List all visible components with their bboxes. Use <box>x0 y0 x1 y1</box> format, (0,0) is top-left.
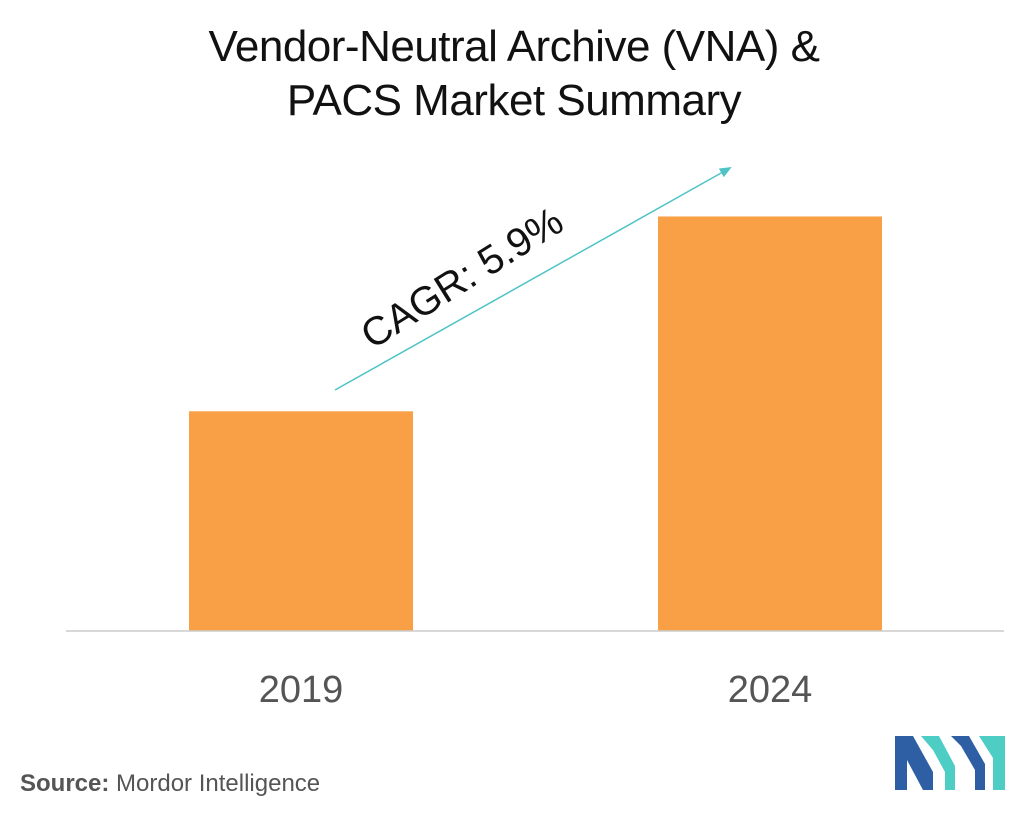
cagr-arrow <box>334 167 732 391</box>
chart-title: Vendor-Neutral Archive (VNA) & PACS Mark… <box>0 20 1028 128</box>
source-note: Source: Mordor Intelligence <box>20 770 320 798</box>
chart-title-line-1: Vendor-Neutral Archive (VNA) & <box>208 22 820 71</box>
source-text: Mordor Intelligence <box>109 770 321 797</box>
mordor-intelligence-logo <box>895 736 1005 790</box>
source-label: Source: <box>20 770 110 797</box>
bar-2024 <box>658 216 882 632</box>
bar-chart: 2019 2024 CAGR: 5.9% <box>66 167 1004 711</box>
chart-title-line-2: PACS Market Summary <box>286 76 742 125</box>
x-tick-label-2024: 2024 <box>728 669 813 711</box>
cagr-annotation: CAGR: 5.9% <box>353 199 570 358</box>
bar-2019 <box>189 411 413 631</box>
x-tick-label-2019: 2019 <box>259 669 344 711</box>
